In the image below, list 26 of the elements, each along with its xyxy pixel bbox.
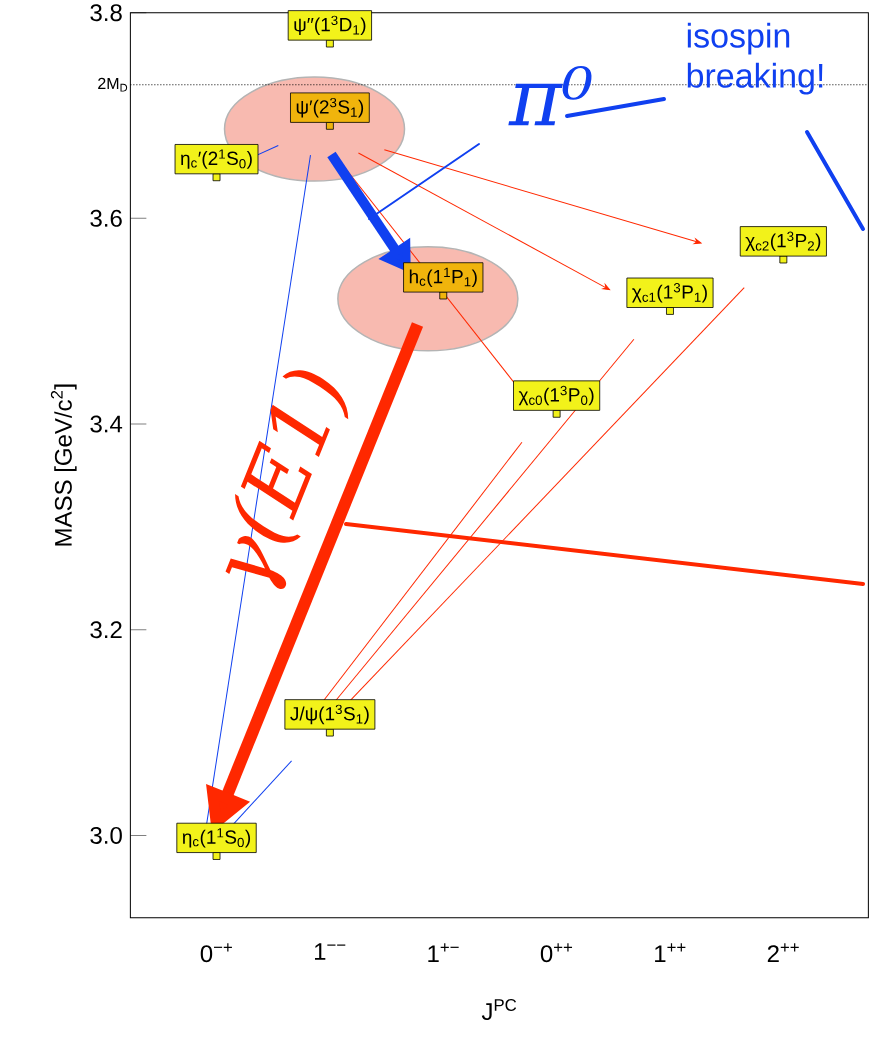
y-tick-label: 3.0 — [90, 826, 122, 844]
y-tick-label: 3.2 — [90, 621, 122, 639]
y-tick-label: 3.4 — [90, 415, 123, 433]
data-label: J/ψ(1$^{3}$S$_{1}$) — [290, 704, 369, 725]
annotation: γ(E1) — [225, 370, 349, 590]
x-tick-label: 2$^{++}$ — [767, 943, 799, 962]
annotation: π⁰ — [508, 65, 592, 126]
y-tick-label: 3.8 — [90, 4, 122, 22]
x-tick-label: 1$^{++}$ — [655, 943, 686, 962]
data-label: χ$_{c2}$(1$^{3}$P$_{2}$) — [745, 231, 821, 252]
data-label: ψ′(2$^{3}$S$_{1}$) — [296, 97, 364, 118]
x-axis-title: J$^{PC}$ — [481, 999, 517, 1021]
x-tick-label: 0$^{++}$ — [540, 943, 573, 963]
data-label: χ$_{c1}$(1$^{3}$P$_{1}$) — [632, 283, 707, 303]
ref-line-label: 2M$_{D}$ — [98, 77, 128, 92]
x-tick-label: 0$^{−+}$ — [200, 943, 232, 963]
data-label: η$_{c}$′(2$^{1}$S$_{0}$) — [181, 149, 252, 169]
data-label: χ$_{c0}$(1$^{3}$P$_{0}$) — [518, 385, 594, 406]
annotation: isospin breaking! — [687, 22, 823, 95]
y-axis-title: MASS [GeV/c$^{2}$] — [50, 384, 77, 546]
data-label: η$_{c}$(1$^{1}$S$_{0}$) — [182, 828, 251, 848]
data-label: ψ′′(1$^{3}$D$_{1}$) — [294, 15, 366, 36]
x-tick-label: 1$^{−−}$ — [314, 943, 346, 960]
x-tick-label: 1$^{+−}$ — [428, 943, 459, 962]
data-label: h$_{c}$(1$^{1}$P$_{1}$) — [409, 267, 477, 288]
y-tick-label: 3.6 — [90, 209, 122, 227]
